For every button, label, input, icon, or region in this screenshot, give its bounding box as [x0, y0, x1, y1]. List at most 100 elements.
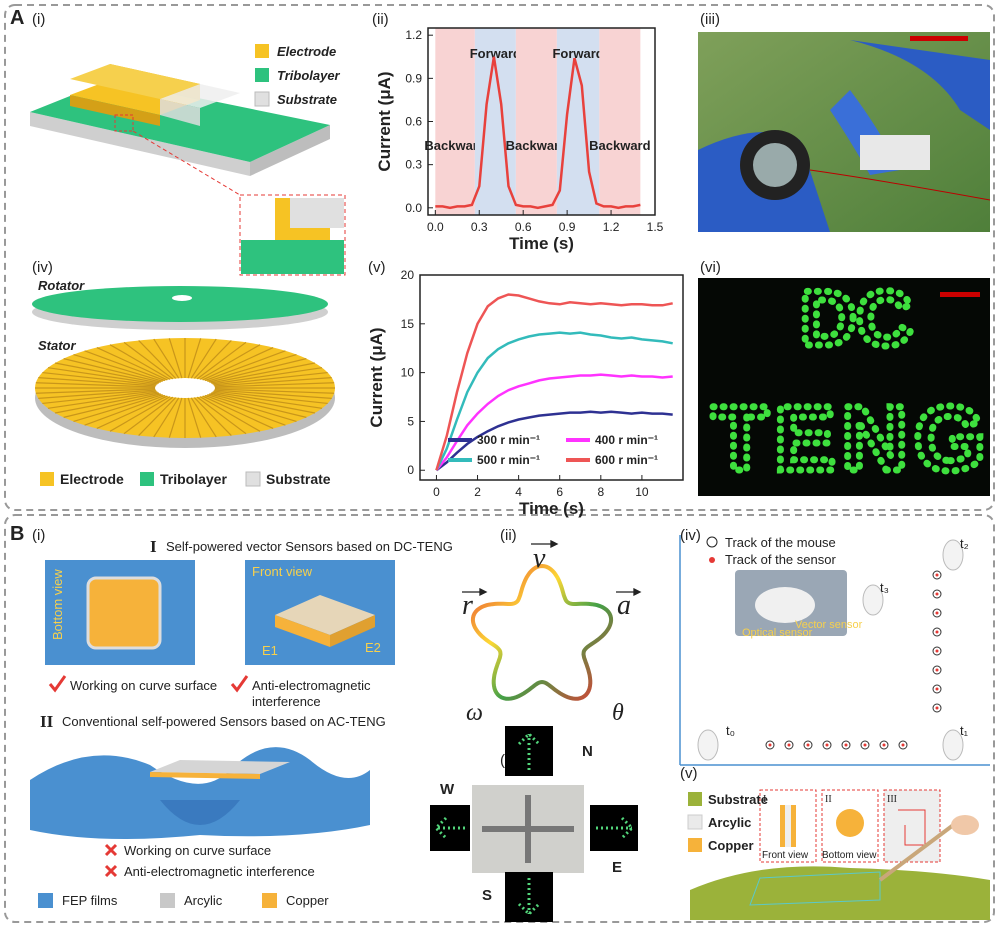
shape — [634, 589, 640, 595]
shape — [106, 845, 116, 855]
x-tick-label: 0.9 — [559, 220, 576, 234]
shape — [290, 198, 344, 228]
sensor-point — [936, 650, 939, 653]
time-label: t₀ — [726, 723, 735, 738]
inset-numeral: I — [763, 794, 766, 805]
legend-label: 500 r min⁻¹ — [477, 453, 540, 467]
sublabel: (i) — [32, 527, 45, 544]
shape — [255, 68, 269, 82]
sublabel: (iv) — [32, 259, 53, 276]
sensor-point — [936, 593, 939, 596]
callout: Optical sensor — [742, 627, 813, 639]
region-label: Backward — [589, 138, 650, 153]
sublabel: (iv) — [680, 527, 701, 544]
led-text: TENG — [712, 388, 992, 490]
time-label: t₃ — [880, 580, 889, 595]
shape — [755, 587, 815, 623]
sublabel: (iii) — [700, 11, 720, 28]
x-tick-label: 2 — [474, 485, 481, 499]
y-tick-label: 0 — [407, 463, 414, 477]
mouse-icon — [698, 730, 718, 760]
shape — [836, 809, 864, 837]
con-label: Working on curve surface — [124, 843, 271, 858]
shape — [255, 44, 269, 58]
x-tick-label: 0.3 — [471, 220, 488, 234]
y-tick-label: 0.3 — [405, 158, 422, 172]
pro-label: interference — [252, 694, 321, 709]
line-series — [436, 333, 672, 471]
x-axis-label: Time (s) — [509, 234, 574, 253]
legend-label: Substrate — [266, 471, 331, 487]
sensor-point — [936, 612, 939, 615]
x-tick-label: 0.0 — [427, 220, 444, 234]
shape — [290, 228, 330, 240]
time-label: t₁ — [960, 723, 969, 738]
scale-bar — [940, 292, 980, 297]
sensor-point — [788, 744, 791, 747]
legend-label: Tribolayer — [160, 471, 227, 487]
y-tick-label: 0.6 — [405, 115, 422, 129]
shape — [707, 537, 717, 547]
panel-label: B — [10, 523, 24, 545]
x-tick-label: 0 — [433, 485, 440, 499]
shape — [709, 557, 715, 563]
sublabel: (v) — [680, 765, 698, 782]
flower-loop — [473, 566, 611, 699]
x-axis-label: Time (s) — [519, 499, 584, 518]
heading: Self-powered vector Sensors based on DC-… — [166, 539, 453, 554]
shape — [753, 143, 797, 187]
legend-label: 600 r min⁻¹ — [595, 453, 658, 467]
region-label: Forward — [552, 46, 603, 61]
legend-label: Arcylic — [708, 815, 751, 830]
legend-label: 300 r min⁻¹ — [477, 433, 540, 447]
shape — [688, 838, 702, 852]
sensor-point — [845, 744, 848, 747]
shape — [688, 792, 702, 806]
sensor-point — [936, 574, 939, 577]
shape — [785, 805, 791, 847]
pro-label: Anti-electromagnetic — [252, 678, 371, 693]
y-tick-label: 5 — [407, 414, 414, 428]
shape — [246, 472, 260, 486]
sensor-point — [936, 688, 939, 691]
legend-label: Copper — [708, 838, 754, 853]
shape — [910, 36, 968, 41]
component-label: Stator — [38, 338, 77, 353]
x-tick-label: 0.6 — [515, 220, 532, 234]
view-label: Bottom view — [50, 569, 65, 640]
direction-label: N — [582, 743, 593, 760]
shape — [106, 866, 116, 876]
shape — [551, 541, 557, 547]
y-tick-label: 0.0 — [405, 201, 422, 215]
x-tick-label: 4 — [515, 485, 522, 499]
direction-label: W — [440, 781, 455, 798]
shape — [155, 378, 215, 398]
shape — [160, 893, 175, 908]
symbol: ω — [466, 700, 483, 726]
shape — [860, 135, 930, 170]
shape — [40, 472, 54, 486]
shape — [38, 893, 53, 908]
sensor-point — [936, 669, 939, 672]
symbol: θ — [612, 700, 624, 726]
sensor-point — [807, 744, 810, 747]
shape — [88, 578, 160, 648]
numeral: II — [40, 712, 54, 731]
x-tick-label: 1.2 — [603, 220, 620, 234]
shape — [50, 676, 65, 690]
y-tick-label: 10 — [401, 366, 415, 380]
sensor-views — [45, 560, 395, 690]
shape — [480, 589, 486, 595]
x-tick-label: 1.5 — [647, 220, 664, 234]
led-text: DC — [800, 274, 913, 362]
heading: Conventional self-powered Sensors based … — [62, 714, 386, 729]
y-tick-label: 1.2 — [405, 28, 422, 42]
wavy-surface — [30, 747, 370, 908]
electrode-label: E1 — [262, 643, 278, 658]
shape — [951, 815, 979, 835]
legend-label: Substrate — [277, 92, 337, 107]
component-label: Rotator — [38, 278, 85, 293]
legend-label: Electrode — [60, 471, 124, 487]
legend-label: 400 r min⁻¹ — [595, 433, 658, 447]
shape — [140, 472, 154, 486]
